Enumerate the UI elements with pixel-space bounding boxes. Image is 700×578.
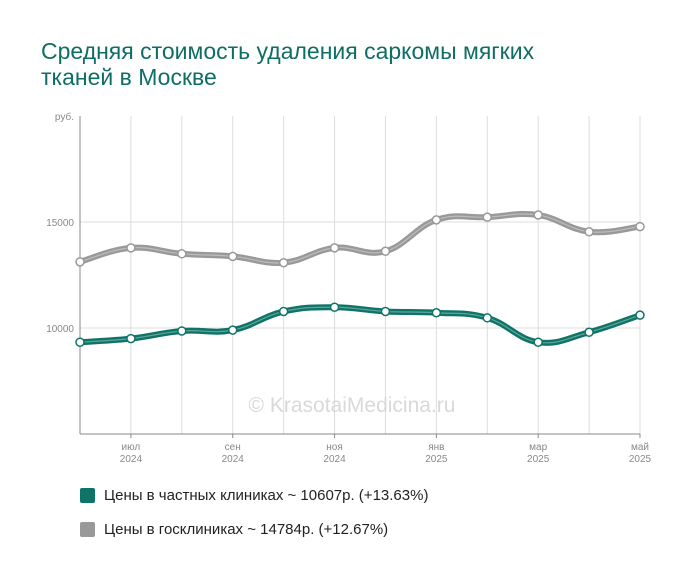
data-point-public[interactable] <box>431 215 442 225</box>
legend: Цены в частных клиниках ~ 10607р. (+13.6… <box>80 484 428 552</box>
series-layer <box>75 210 645 347</box>
x-tick-label-year: 2025 <box>425 454 448 465</box>
data-point-private[interactable] <box>533 337 543 347</box>
grid-layer <box>80 116 641 434</box>
series-line-public <box>77 210 643 266</box>
legend-swatch-public <box>80 521 95 537</box>
x-tick-label-year: 2024 <box>222 454 245 465</box>
chart-title: Средняя стоимость удаления саркомы мягки… <box>41 38 535 90</box>
y-tick-label: 10000 <box>46 324 74 335</box>
data-point-public[interactable] <box>126 243 136 253</box>
data-point-public[interactable] <box>329 243 340 253</box>
watermark-text: © KrasotaiMedicina.ru <box>249 394 456 417</box>
data-point-private[interactable] <box>380 306 391 317</box>
data-point-private[interactable] <box>635 310 645 320</box>
data-point-public[interactable] <box>75 257 85 267</box>
y-tick-label: 15000 <box>46 218 74 229</box>
data-point-private[interactable] <box>278 306 289 317</box>
x-tick-label-year: 2025 <box>527 454 550 465</box>
data-point-public[interactable] <box>584 227 594 237</box>
data-point-public[interactable] <box>482 212 493 222</box>
data-point-private[interactable] <box>177 326 187 336</box>
series-line-highlight-private <box>79 306 641 344</box>
x-tick-label-year: 2024 <box>120 454 143 465</box>
x-tick-label-month: май <box>631 442 649 453</box>
data-point-private[interactable] <box>431 307 442 318</box>
x-tick-label-month: ноя <box>326 442 343 453</box>
data-point-private[interactable] <box>329 302 340 312</box>
data-point-private[interactable] <box>584 327 594 337</box>
data-point-public[interactable] <box>533 210 543 220</box>
legend-item-private[interactable]: Цены в частных клиниках ~ 10607р. (+13.6… <box>80 484 428 506</box>
x-tick-label-month: июл <box>122 442 141 453</box>
y-unit-label: руб. <box>55 111 74 123</box>
legend-swatch-private <box>80 487 95 503</box>
data-point-public[interactable] <box>227 251 238 262</box>
data-point-private[interactable] <box>227 325 238 335</box>
data-point-private[interactable] <box>75 337 85 347</box>
axis-layer: руб.1000015000июл2024сен2024ноя2024янв20… <box>46 111 651 465</box>
x-tick-label-month: янв <box>428 442 444 453</box>
data-point-public[interactable] <box>177 249 187 259</box>
x-tick-label-month: мар <box>529 442 547 453</box>
series-line-private <box>77 304 643 346</box>
data-point-private[interactable] <box>126 333 136 344</box>
data-point-public[interactable] <box>380 246 391 257</box>
x-tick-label-year: 2025 <box>629 454 652 465</box>
x-tick-label-year: 2024 <box>323 454 346 465</box>
x-tick-label-month: сен <box>225 442 241 453</box>
legend-item-public[interactable]: Цены в госклиниках ~ 14784р. (+12.67%) <box>80 518 428 540</box>
data-point-private[interactable] <box>482 313 493 323</box>
legend-label-private: Цены в частных клиниках ~ 10607р. (+13.6… <box>104 486 429 504</box>
data-point-public[interactable] <box>278 257 289 268</box>
legend-label-public: Цены в госклиниках ~ 14784р. (+12.67%) <box>104 520 389 538</box>
data-point-public[interactable] <box>635 221 645 232</box>
